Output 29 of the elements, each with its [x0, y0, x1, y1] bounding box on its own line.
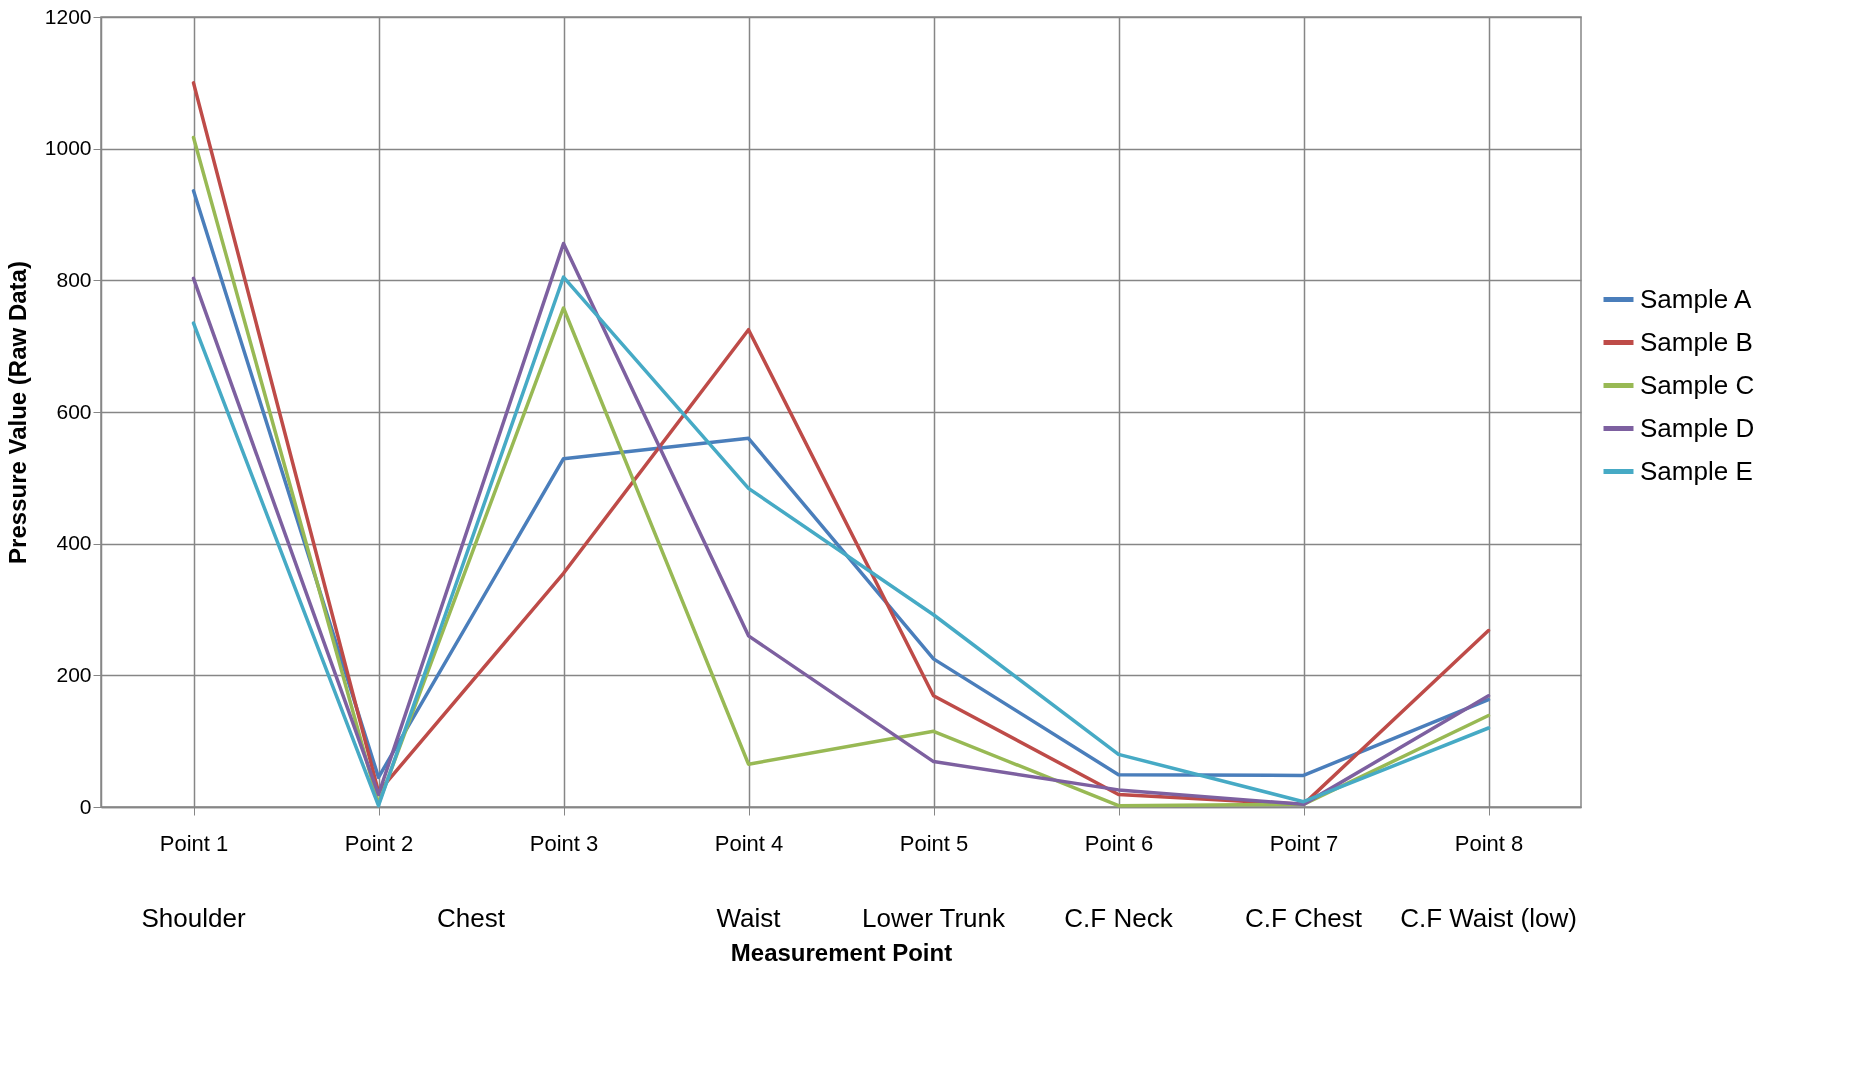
legend-label: Sample E: [1640, 455, 1753, 486]
text: Lower Trunk: [861, 903, 1007, 933]
y-tick-label: 800: [56, 267, 92, 291]
y-tick-label: 0: [79, 794, 92, 818]
text: Shoulder: [141, 903, 246, 933]
legend-label: Sample B: [1640, 326, 1753, 357]
x-tick-label: Point 3: [529, 830, 599, 856]
text: Chest: [437, 903, 506, 933]
text: C.F Neck: [1064, 903, 1174, 933]
x-tick-label: Point 5: [899, 830, 969, 856]
y-tick-label: 1000: [44, 136, 92, 160]
x-tick-label: Point 2: [344, 830, 414, 856]
x-tick-label: Point 1: [159, 830, 229, 856]
text: Waist: [716, 903, 782, 933]
y-axis-title: Pressure Value (Raw Data): [3, 261, 31, 564]
x-tick-label: Point 8: [1454, 830, 1524, 856]
x-tick-label: Point 6: [1084, 830, 1154, 856]
x-tick-label: Point 7: [1269, 830, 1339, 856]
x-tick-label: Point 4: [714, 830, 784, 856]
y-tick-label: 400: [56, 531, 92, 555]
legend-label: Sample C: [1640, 369, 1755, 400]
text: C.F Waist (low): [1400, 903, 1577, 933]
y-tick-label: 1200: [44, 4, 92, 28]
x-axis-title: Measurement Point: [730, 938, 953, 966]
y-tick-label: 600: [56, 399, 92, 423]
legend-label: Sample A: [1640, 283, 1752, 314]
y-tick-label: 200: [56, 662, 92, 686]
text: C.F Chest: [1244, 903, 1363, 933]
legend-label: Sample D: [1640, 412, 1755, 443]
